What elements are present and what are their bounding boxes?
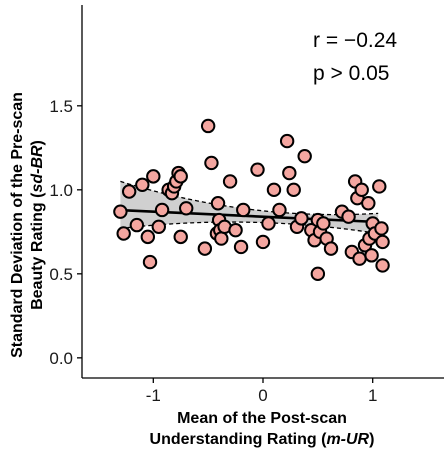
data-point	[129, 217, 145, 233]
data-point	[279, 133, 295, 149]
data-point	[233, 239, 249, 255]
data-point	[354, 182, 369, 198]
data-point	[200, 118, 216, 134]
data-point	[375, 258, 390, 273]
y-tick-label: 1.0	[49, 181, 73, 200]
data-points	[113, 118, 390, 282]
data-point	[140, 229, 156, 245]
data-point	[266, 182, 282, 198]
data-point	[297, 149, 312, 164]
data-point	[214, 231, 229, 246]
y-tick-label: 0.0	[49, 349, 73, 368]
data-point	[323, 241, 339, 256]
correlation-annotation: r = −0.24	[313, 29, 397, 52]
x-tick-label: -1	[146, 386, 161, 405]
data-point	[375, 234, 390, 250]
data-point	[361, 196, 376, 211]
x-axis-title-line1: Mean of the Post-scan	[177, 410, 347, 427]
data-point	[204, 155, 219, 171]
data-point	[294, 211, 309, 226]
data-point	[261, 216, 276, 231]
data-point	[142, 254, 158, 270]
data-point	[146, 169, 161, 184]
x-tick-label: 1	[368, 386, 377, 405]
data-point	[151, 219, 166, 234]
data-point	[286, 182, 301, 198]
data-point	[210, 196, 226, 211]
data-point	[352, 251, 367, 266]
data-point	[116, 226, 131, 241]
data-point	[255, 234, 271, 250]
axes: 0.0 0.5 1.0 1.5 -1 0 1	[49, 5, 444, 405]
p-value-annotation: p > 0.05	[313, 62, 389, 85]
data-point	[282, 165, 297, 181]
x-axis-title-line2: Understanding Rating (m-UR)	[150, 431, 375, 448]
data-point	[341, 209, 356, 224]
data-point	[173, 169, 188, 184]
data-point	[310, 266, 326, 282]
data-point	[197, 241, 213, 256]
data-point	[374, 221, 389, 236]
y-axis-title-line2: Beauty Rating (sd-BR)	[29, 140, 46, 310]
data-point	[236, 202, 251, 218]
data-point	[179, 201, 194, 216]
x-tick-label: 0	[258, 386, 267, 405]
data-point	[364, 248, 379, 263]
data-point	[316, 216, 331, 231]
data-point	[113, 204, 128, 219]
data-point	[135, 177, 150, 192]
y-tick-label: 1.5	[49, 97, 73, 116]
data-point	[121, 184, 137, 199]
data-point	[272, 202, 287, 218]
y-axis-title-line1: Standard Deviation of the Pre-scan	[9, 92, 26, 358]
data-point	[173, 229, 188, 245]
y-tick-label: 0.5	[49, 265, 73, 284]
data-point	[154, 202, 170, 218]
data-point	[372, 179, 387, 194]
data-point	[250, 162, 265, 177]
data-point	[222, 174, 238, 189]
data-point	[228, 222, 243, 238]
